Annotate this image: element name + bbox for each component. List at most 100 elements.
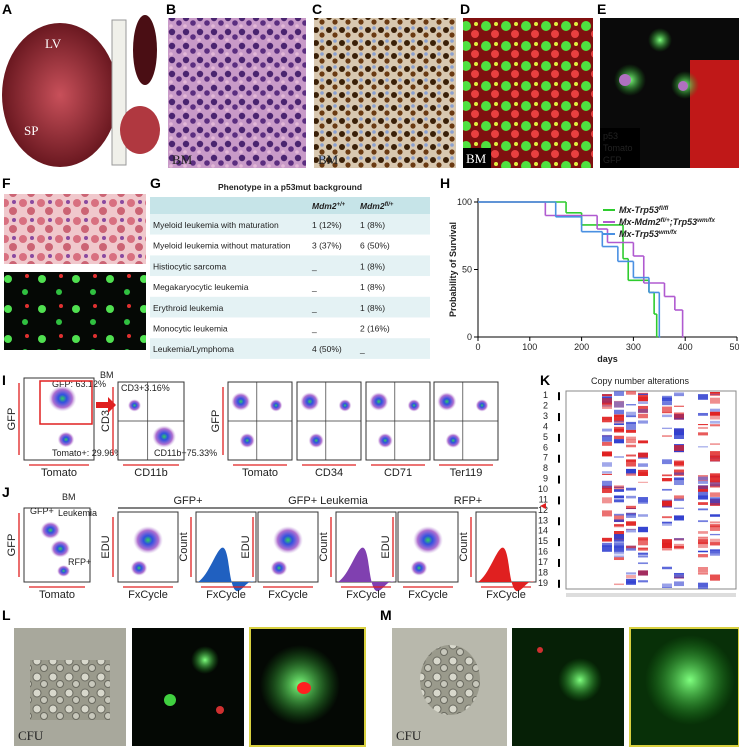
heat-cell: [674, 515, 684, 521]
heat-cell: [626, 422, 636, 430]
heat-cell: [614, 513, 624, 516]
heat-cell: [662, 414, 672, 418]
heat-cell: [614, 485, 624, 491]
table-cell: 1 (8%): [360, 282, 385, 292]
heat-cell: [710, 424, 720, 427]
heat-cell: [626, 521, 636, 526]
heat-cell: [614, 428, 624, 432]
caption: CFU: [18, 728, 44, 743]
y-axis-label: CD3: [100, 410, 112, 432]
table-cell: _: [359, 344, 365, 354]
heat-cell: [674, 477, 684, 481]
heat-cell: [626, 454, 636, 457]
text-part: Mdm2: [360, 201, 385, 211]
heat-cell: [710, 451, 720, 458]
heat-cell: [638, 440, 648, 444]
heat-cell: [662, 539, 672, 545]
photo-a: [2, 15, 162, 168]
cell-density: [130, 560, 148, 576]
heat-cell: [614, 414, 624, 421]
x-tick-label: 500: [729, 342, 739, 352]
table-cell: _: [311, 303, 317, 313]
heat-cell: [710, 475, 720, 483]
cell-density: [308, 433, 324, 448]
heat-cell: [626, 436, 636, 440]
heat-cell: [614, 539, 624, 543]
chromosome-label: 8: [543, 463, 548, 473]
cell-density: [127, 399, 142, 412]
heat-cell: [710, 542, 720, 546]
cell-density: [377, 433, 393, 448]
heat-cell: [614, 456, 624, 458]
heat-cell: [638, 481, 648, 483]
x-axis-label: Tomato: [41, 467, 77, 479]
panel-label: H: [440, 175, 450, 191]
heat-cell: [674, 538, 684, 541]
marker-arrow: [540, 503, 546, 509]
heat-cell: [710, 397, 720, 404]
x-axis-label: FxCycle: [408, 589, 448, 601]
heat-cell: [614, 583, 624, 586]
heat-cell: [662, 396, 672, 402]
panel-label: E: [597, 1, 606, 17]
heat-cell: [662, 474, 672, 477]
heat-cell: [662, 500, 672, 508]
heat-cell: [698, 537, 708, 544]
text-part: Mx-Mdm2: [619, 217, 661, 227]
heat-cell: [698, 582, 708, 588]
chromosome-label: 19: [538, 578, 548, 588]
heat-cell: [638, 537, 648, 541]
heat-cell: [710, 420, 720, 424]
heat-cell: [614, 423, 624, 426]
heat-cell: [614, 400, 624, 408]
heat-cell: [698, 480, 708, 484]
heat-cell: [674, 412, 684, 419]
heat-cell: [674, 574, 684, 579]
table-row-bg: [150, 338, 430, 359]
table-cell: Myeloid leukemia without maturation: [153, 241, 291, 251]
colorbar: [566, 593, 736, 597]
chromosome-label: 16: [538, 547, 548, 557]
fluorescence-d: [463, 18, 593, 168]
heat-cell: [602, 462, 612, 467]
chromosome-label: 17: [538, 557, 548, 567]
gate-label: GFP: 63.12%: [52, 379, 106, 389]
heat-cell: [626, 505, 636, 509]
heat-cell: [602, 428, 612, 432]
heat-cell: [710, 481, 720, 488]
cell-density: [133, 526, 163, 554]
heat-cell: [614, 401, 624, 408]
x-tick-label: 300: [626, 342, 641, 352]
heat-cell: [674, 392, 684, 394]
chromosome-label: 10: [538, 484, 548, 494]
chromosome-label: 1: [543, 390, 548, 400]
heat-cell: [602, 480, 612, 487]
heat-cell: [674, 479, 684, 486]
panel-label: A: [2, 1, 12, 17]
heat-cell: [638, 570, 648, 576]
group-header: RFP+: [454, 495, 482, 507]
text-part: Mdm2: [312, 201, 337, 211]
heat-cell: [674, 412, 684, 420]
chromosome-label: 4: [543, 421, 548, 431]
heat-cell: [698, 539, 708, 545]
heat-cell: [698, 490, 708, 492]
table-title: Phenotype in a p53mut background: [218, 182, 362, 192]
legend-entry: p53: [603, 131, 618, 141]
heat-cell: [638, 580, 648, 583]
heat-cell: [614, 489, 624, 492]
chromosome-label: 13: [538, 515, 548, 525]
table-cell: 4 (50%): [312, 344, 342, 354]
heat-cell: [662, 521, 672, 524]
heat-cell: [626, 439, 636, 444]
heat-cell: [698, 531, 708, 534]
heat-cell: [662, 427, 672, 430]
heat-cell: [698, 432, 708, 436]
panel-label: M: [380, 607, 392, 623]
heat-cell: [626, 404, 636, 406]
table-cell: 1 (12%): [312, 220, 342, 230]
heat-cell: [614, 515, 624, 522]
table-header: Mdm2+/+: [312, 201, 346, 211]
text-part: Mx-Trp53: [619, 205, 659, 215]
histogram: [198, 547, 254, 592]
